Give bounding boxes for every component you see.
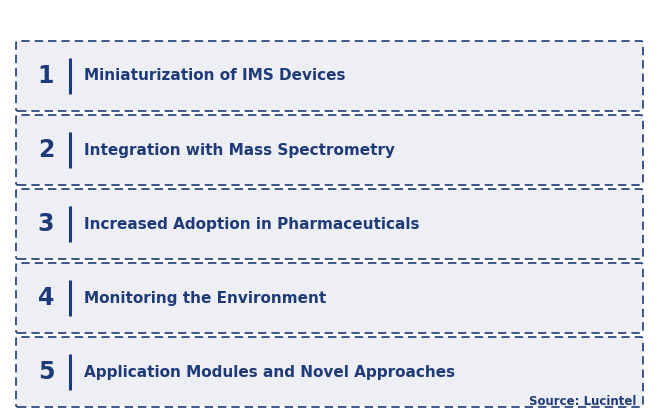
FancyBboxPatch shape (16, 189, 643, 259)
FancyBboxPatch shape (16, 337, 643, 407)
Text: 3: 3 (38, 212, 54, 236)
Text: 4: 4 (38, 286, 54, 310)
FancyBboxPatch shape (16, 41, 643, 111)
Text: Integration with Mass Spectrometry: Integration with Mass Spectrometry (84, 142, 395, 157)
FancyBboxPatch shape (16, 263, 643, 333)
FancyBboxPatch shape (16, 115, 643, 185)
Text: Increased Adoption in Pharmaceuticals: Increased Adoption in Pharmaceuticals (84, 216, 420, 232)
Text: Source: Lucintel: Source: Lucintel (529, 395, 636, 408)
Text: 2: 2 (38, 138, 54, 162)
Text: Miniaturization of IMS Devices: Miniaturization of IMS Devices (84, 69, 345, 83)
Text: 5: 5 (38, 360, 54, 384)
Text: 1: 1 (38, 64, 54, 88)
Text: Monitoring the Environment: Monitoring the Environment (84, 290, 326, 306)
Text: Application Modules and Novel Approaches: Application Modules and Novel Approaches (84, 365, 455, 380)
